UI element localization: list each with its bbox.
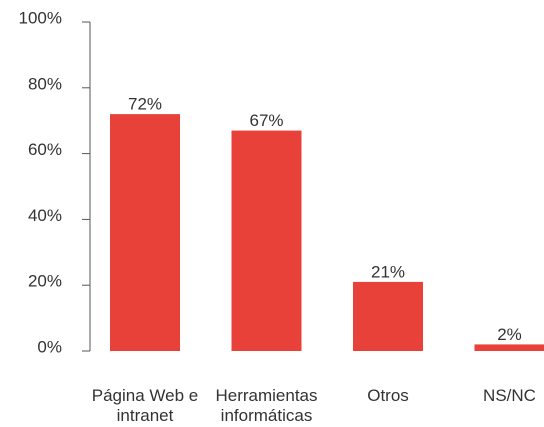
y-tick-label: 80% [28,74,62,93]
y-tick-label: 20% [28,272,62,291]
value-label: 2% [497,325,522,344]
bar [231,130,302,351]
bar [474,344,544,351]
x-tick-label: Herramientas informáticas [215,386,318,425]
y-tick-label: 0% [37,337,62,356]
x-tick-label: Otros [367,386,409,405]
x-tick-label: NS/NC [483,386,536,405]
value-label: 67% [249,111,283,130]
bar [353,281,423,351]
value-label: 72% [128,95,162,114]
y-tick-label: 60% [28,140,62,159]
y-tick-label: 40% [28,206,62,225]
value-label: 21% [371,262,405,281]
x-tick-label: Página Web e intranet [91,386,199,425]
y-tick-label: 100% [19,8,62,27]
bar [110,114,180,352]
